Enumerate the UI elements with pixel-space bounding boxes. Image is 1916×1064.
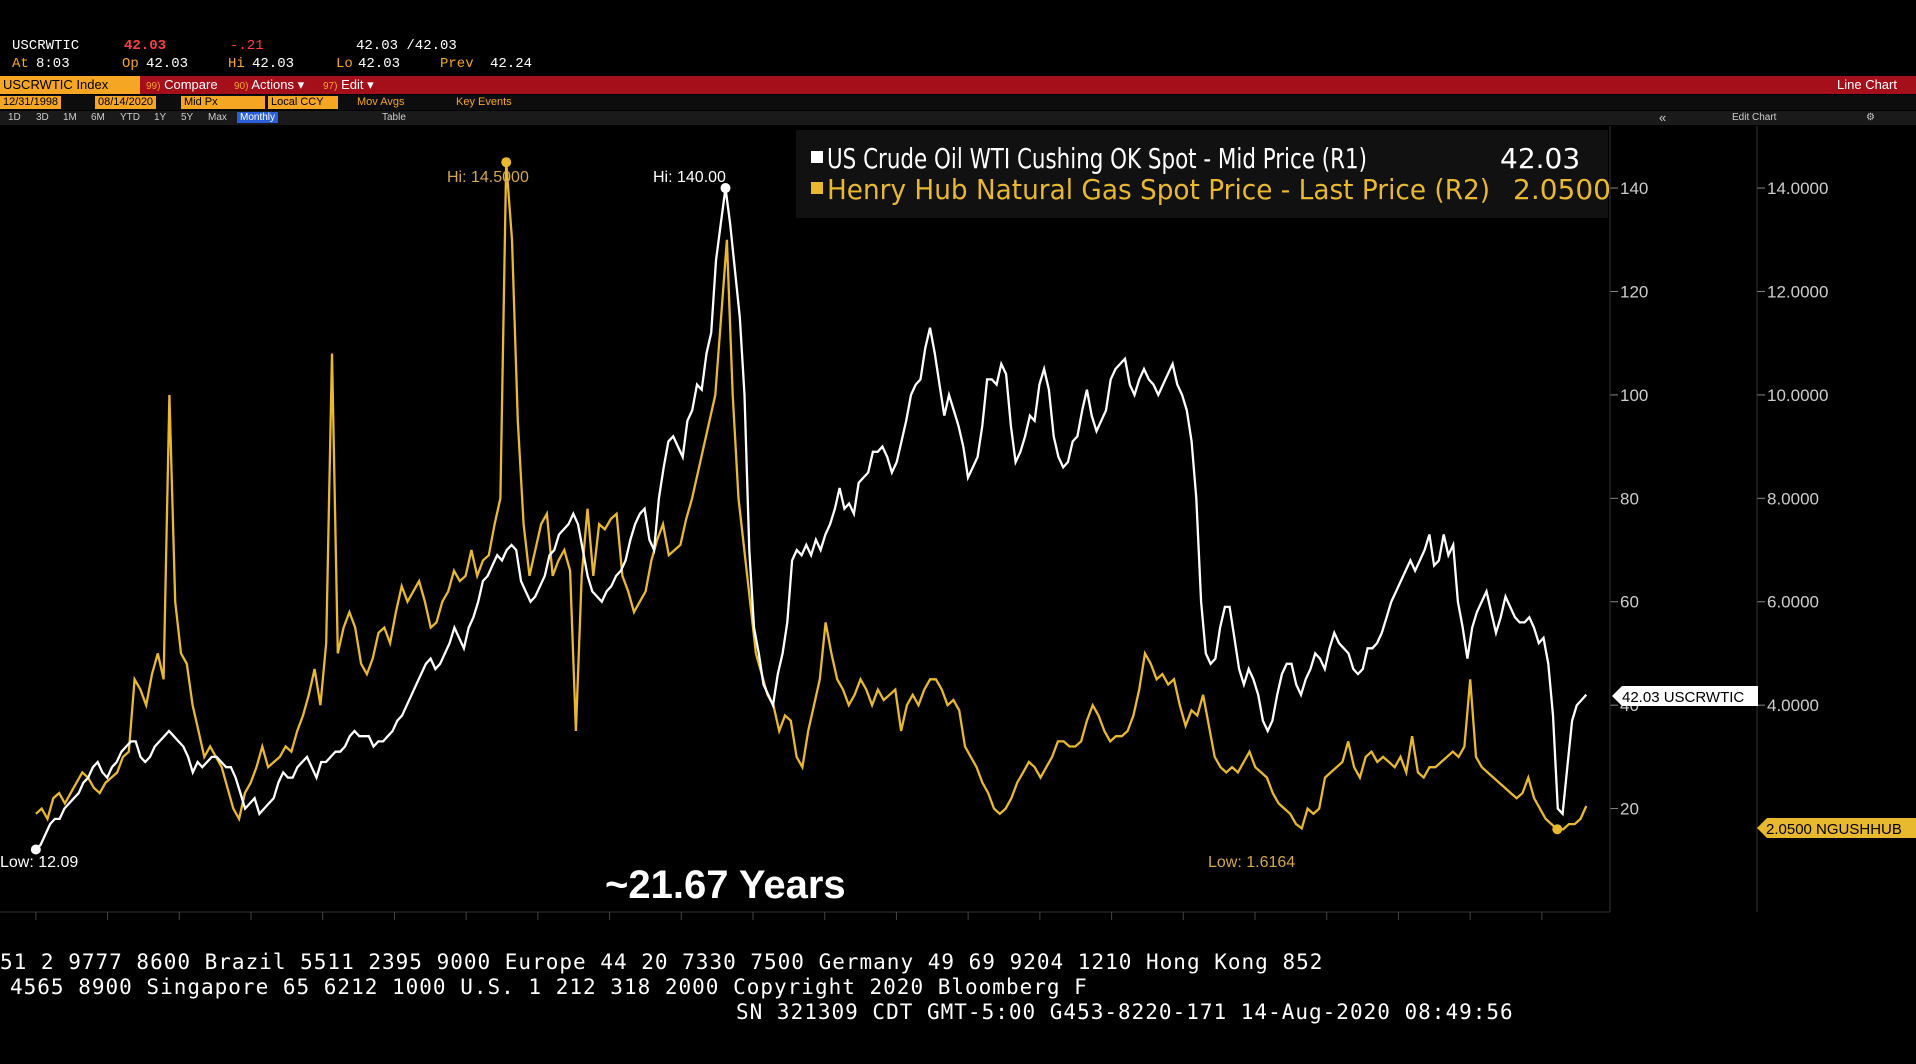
at-label: At xyxy=(12,56,29,72)
gas-last-tag xyxy=(1757,818,1916,838)
gas-low-annotation: Low: 1.6164 xyxy=(1208,854,1295,871)
period-ytd[interactable]: YTD xyxy=(120,112,140,123)
price-field-select[interactable]: Mid Px xyxy=(181,96,265,109)
mov-avgs-toggle[interactable]: Mov Avgs xyxy=(357,96,405,108)
y2-axis: 4.0000 6.0000 8.0000 10.0000 12.0000 14.0000 xyxy=(1757,179,1828,715)
legend-value-oil: 42.03 xyxy=(1500,142,1580,175)
series-line-oil xyxy=(35,187,1588,851)
ticker-line-2: 4565 8900 Singapore 65 6212 1000 U.S. 1 … xyxy=(10,975,1088,999)
y1-axis: 20406080100120140 xyxy=(1610,179,1648,819)
open-value: 42.03 xyxy=(146,56,189,72)
x-axis: 1999200020012002200320042005200620072008… xyxy=(0,911,1610,920)
oil-last-tag xyxy=(1612,686,1758,706)
legend-label-oil: US Crude Oil WTI Cushing OK Spot - Mid P… xyxy=(827,142,1367,175)
gas-high-annotation: Hi: 14.5000 xyxy=(447,169,529,186)
chart-background xyxy=(0,126,1916,920)
actions-button[interactable]: 90) Actions ▾ xyxy=(234,77,305,92)
gas-low-marker xyxy=(1552,824,1563,835)
gear-icon[interactable]: ⚙ xyxy=(1866,112,1875,123)
y2-tick-label-14.0000: 14.0000 xyxy=(1767,179,1828,198)
ticker-symbol: USCRWTIC xyxy=(12,38,80,54)
y1-tick-label-80: 80 xyxy=(1620,489,1639,508)
legend-box xyxy=(796,130,1608,218)
y2-tick-label-6.0000: 6.0000 xyxy=(1767,593,1819,612)
oil-high-marker xyxy=(720,183,731,194)
edit-button[interactable]: 97) Edit ▾ xyxy=(323,77,374,92)
frequency-select[interactable]: Monthly xyxy=(237,112,279,123)
ticker-line-1: 51 2 9777 8600 Brazil 5511 2395 9000 Eur… xyxy=(0,950,1324,974)
y1-tick-label-120: 120 xyxy=(1620,282,1648,301)
last-price: 42.03 xyxy=(124,38,167,54)
legend-swatch-oil xyxy=(811,151,823,163)
y2-tick-label-8.0000: 8.0000 xyxy=(1767,489,1819,508)
prev-value: 42.24 xyxy=(490,56,533,72)
start-date-field[interactable]: 12/31/1998 xyxy=(0,96,62,109)
bid-ask: 42.03 /42.03 xyxy=(356,38,457,54)
legend-label-gas: Henry Hub Natural Gas Spot Price - Last … xyxy=(827,173,1490,206)
lo-label: Lo xyxy=(336,56,353,72)
quote-header: USCRWTIC 42.03 -.21 42.03 /42.03 At 8:03… xyxy=(0,36,1916,76)
end-date-field[interactable]: 08/14/2020 xyxy=(95,96,157,109)
at-time: 8:03 xyxy=(36,56,70,72)
toolbar: USCRWTIC Index 99) Compare 90) Actions ▾… xyxy=(0,76,1916,94)
period-3d[interactable]: 3D xyxy=(36,112,49,123)
oil-last-tag-label: 42.03 USCRWTIC xyxy=(1622,689,1744,706)
legend-swatch-gas xyxy=(811,182,823,194)
oil-low-annotation: Low: 12.09 xyxy=(0,854,78,871)
currency-select[interactable]: Local CCY xyxy=(268,96,338,109)
gas-last-tag-label: 2.0500 NGUSHHUB xyxy=(1766,821,1902,838)
oil-low-marker xyxy=(30,844,41,855)
hi-value: 42.03 xyxy=(252,56,295,72)
table-toggle[interactable]: Table xyxy=(382,112,406,123)
prev-label: Prev xyxy=(440,56,474,72)
period-1d[interactable]: 1D xyxy=(8,112,21,123)
period-6m[interactable]: 6M xyxy=(91,112,105,123)
settings-row: 12/31/1998 08/14/2020 Mid Px Local CCY M… xyxy=(0,95,1916,110)
period-1y[interactable]: 1Y xyxy=(154,112,167,123)
key-events-toggle[interactable]: Key Events xyxy=(456,96,512,108)
y2-tick-label-4.0000: 4.0000 xyxy=(1767,696,1819,715)
lo-value: 42.03 xyxy=(358,56,401,72)
line-chart: 1999200020012002200320042005200620072008… xyxy=(0,126,1916,920)
price-change: -.21 xyxy=(230,38,264,54)
legend-value-gas: 2.0500 xyxy=(1513,173,1611,206)
index-field[interactable]: USCRWTIC Index xyxy=(0,76,140,94)
y1-tick-label-20: 20 xyxy=(1620,800,1639,819)
series-line-gas xyxy=(35,162,1588,831)
view-type-label: Line Chart xyxy=(1837,77,1897,92)
period-1m[interactable]: 1M xyxy=(63,112,77,123)
period-max[interactable]: Max xyxy=(208,112,227,123)
ticker-line-3: SN 321309 CDT GMT-5:00 G453-8220-171 14-… xyxy=(736,1000,1514,1024)
oil-high-annotation: Hi: 140.00 xyxy=(653,169,726,186)
y1-tick-label-140: 140 xyxy=(1620,179,1648,198)
hi-label: Hi xyxy=(228,56,245,72)
y1-tick-label-60: 60 xyxy=(1620,593,1639,612)
y1-tick-label-100: 100 xyxy=(1620,386,1648,405)
y2-tick-label-10.0000: 10.0000 xyxy=(1767,386,1828,405)
period-row: 1D 3D 1M 6M YTD 1Y 5Y Max Monthly Table … xyxy=(0,110,1916,125)
compare-button[interactable]: 99) Compare xyxy=(146,77,218,92)
duration-annotation: ~21.67 Years xyxy=(605,863,846,907)
edit-chart-button[interactable]: Edit Chart xyxy=(1732,112,1777,123)
collapse-icon[interactable]: « xyxy=(1659,110,1667,125)
open-label: Op xyxy=(122,56,139,72)
period-5y[interactable]: 5Y xyxy=(181,112,194,123)
gas-high-marker xyxy=(501,157,512,168)
y2-tick-label-12.0000: 12.0000 xyxy=(1767,282,1828,301)
